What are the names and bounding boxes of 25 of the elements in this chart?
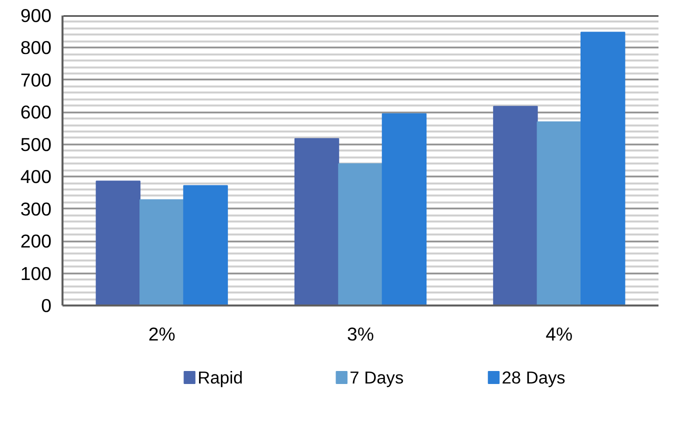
- bar: [493, 106, 538, 306]
- legend-label: 28 Days: [502, 368, 566, 388]
- y-tick-label: 800: [20, 37, 52, 58]
- y-tick-label: 300: [20, 198, 52, 220]
- bar: [338, 163, 383, 306]
- y-tick-label: 500: [20, 134, 52, 155]
- legend-label: 7 Days: [350, 368, 404, 388]
- y-tick-label: 0: [41, 295, 52, 316]
- y-tick-label: 400: [20, 166, 52, 188]
- bar: [536, 121, 582, 306]
- y-tick-label: 700: [20, 69, 52, 90]
- bar: [294, 138, 340, 306]
- legend-label: Rapid: [198, 368, 243, 388]
- bar: [382, 113, 427, 306]
- bar: [580, 32, 626, 306]
- bar: [183, 185, 228, 306]
- x-tick-label: 3%: [347, 324, 374, 344]
- y-tick-label: 600: [20, 102, 52, 123]
- bar: [139, 199, 184, 306]
- x-tick-label: 2%: [148, 324, 176, 344]
- y-tick-label: 100: [20, 262, 52, 284]
- bar: [96, 180, 140, 306]
- y-tick-label: 900: [20, 5, 52, 26]
- y-tick-label: 200: [20, 230, 52, 252]
- x-tick-label: 4%: [546, 324, 573, 344]
